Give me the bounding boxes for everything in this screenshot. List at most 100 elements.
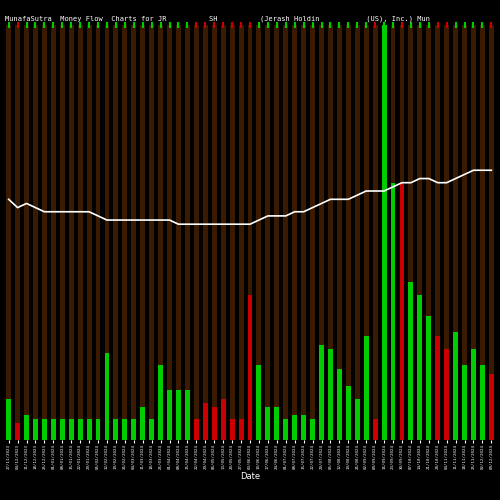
Bar <box>86 25 92 440</box>
Bar <box>51 25 56 440</box>
Bar <box>418 294 422 440</box>
Bar <box>310 419 315 440</box>
Bar <box>266 25 270 440</box>
Bar <box>194 25 199 440</box>
Bar <box>266 407 270 440</box>
Bar <box>33 419 38 440</box>
X-axis label: Date: Date <box>240 472 260 481</box>
Bar <box>185 390 190 440</box>
Bar <box>444 25 449 440</box>
Bar <box>185 25 190 440</box>
Bar <box>42 25 47 440</box>
Bar <box>78 25 82 440</box>
Bar <box>167 25 172 440</box>
Bar <box>78 419 82 440</box>
Bar <box>328 348 333 440</box>
Bar <box>51 419 56 440</box>
Text: MunafaSutra  Money Flow  Charts for JR          SH          (Jerash Holdin      : MunafaSutra Money Flow Charts for JR SH … <box>5 15 430 22</box>
Bar <box>436 25 440 440</box>
Bar <box>337 370 342 440</box>
Bar <box>212 407 216 440</box>
Bar <box>114 25 118 440</box>
Bar <box>284 419 288 440</box>
Bar <box>382 25 386 440</box>
Bar <box>96 25 100 440</box>
Bar <box>319 344 324 440</box>
Bar <box>453 332 458 440</box>
Bar <box>471 348 476 440</box>
Bar <box>444 348 449 440</box>
Bar <box>408 25 414 440</box>
Bar <box>426 316 431 440</box>
Bar <box>220 25 226 440</box>
Bar <box>418 25 422 440</box>
Bar <box>319 25 324 440</box>
Bar <box>194 419 199 440</box>
Bar <box>176 390 181 440</box>
Bar <box>301 415 306 440</box>
Bar <box>453 25 458 440</box>
Bar <box>355 25 360 440</box>
Bar <box>292 25 297 440</box>
Bar <box>69 419 73 440</box>
Bar <box>462 366 467 440</box>
Bar <box>140 407 145 440</box>
Bar <box>489 374 494 440</box>
Bar <box>355 398 360 440</box>
Bar <box>96 419 100 440</box>
Bar <box>86 419 92 440</box>
Bar <box>230 25 234 440</box>
Bar <box>104 25 110 440</box>
Bar <box>176 25 181 440</box>
Bar <box>42 419 47 440</box>
Bar <box>220 398 226 440</box>
Bar <box>248 294 252 440</box>
Bar <box>15 25 20 440</box>
Bar <box>149 419 154 440</box>
Bar <box>372 25 378 440</box>
Bar <box>256 25 262 440</box>
Bar <box>400 182 404 440</box>
Bar <box>15 424 20 440</box>
Bar <box>33 25 38 440</box>
Bar <box>122 25 128 440</box>
Bar <box>149 25 154 440</box>
Bar <box>346 25 351 440</box>
Bar <box>230 419 234 440</box>
Bar <box>60 419 64 440</box>
Bar <box>122 419 128 440</box>
Bar <box>24 415 29 440</box>
Bar <box>256 366 262 440</box>
Bar <box>24 25 29 440</box>
Bar <box>426 25 431 440</box>
Bar <box>372 419 378 440</box>
Bar <box>390 25 396 440</box>
Bar <box>140 25 145 440</box>
Bar <box>132 419 136 440</box>
Bar <box>480 25 485 440</box>
Bar <box>462 25 467 440</box>
Bar <box>310 25 315 440</box>
Bar <box>284 25 288 440</box>
Bar <box>408 282 414 440</box>
Bar <box>6 398 11 440</box>
Bar <box>158 25 163 440</box>
Bar <box>364 25 368 440</box>
Bar <box>328 25 333 440</box>
Bar <box>274 25 280 440</box>
Bar <box>203 25 208 440</box>
Bar <box>346 386 351 440</box>
Bar <box>471 25 476 440</box>
Bar <box>301 25 306 440</box>
Bar <box>114 419 118 440</box>
Bar <box>238 25 244 440</box>
Bar <box>337 25 342 440</box>
Bar <box>400 25 404 440</box>
Bar <box>292 415 297 440</box>
Bar <box>212 25 216 440</box>
Bar <box>104 353 110 440</box>
Bar <box>60 25 64 440</box>
Bar <box>390 182 396 440</box>
Bar <box>436 336 440 440</box>
Bar <box>364 336 368 440</box>
